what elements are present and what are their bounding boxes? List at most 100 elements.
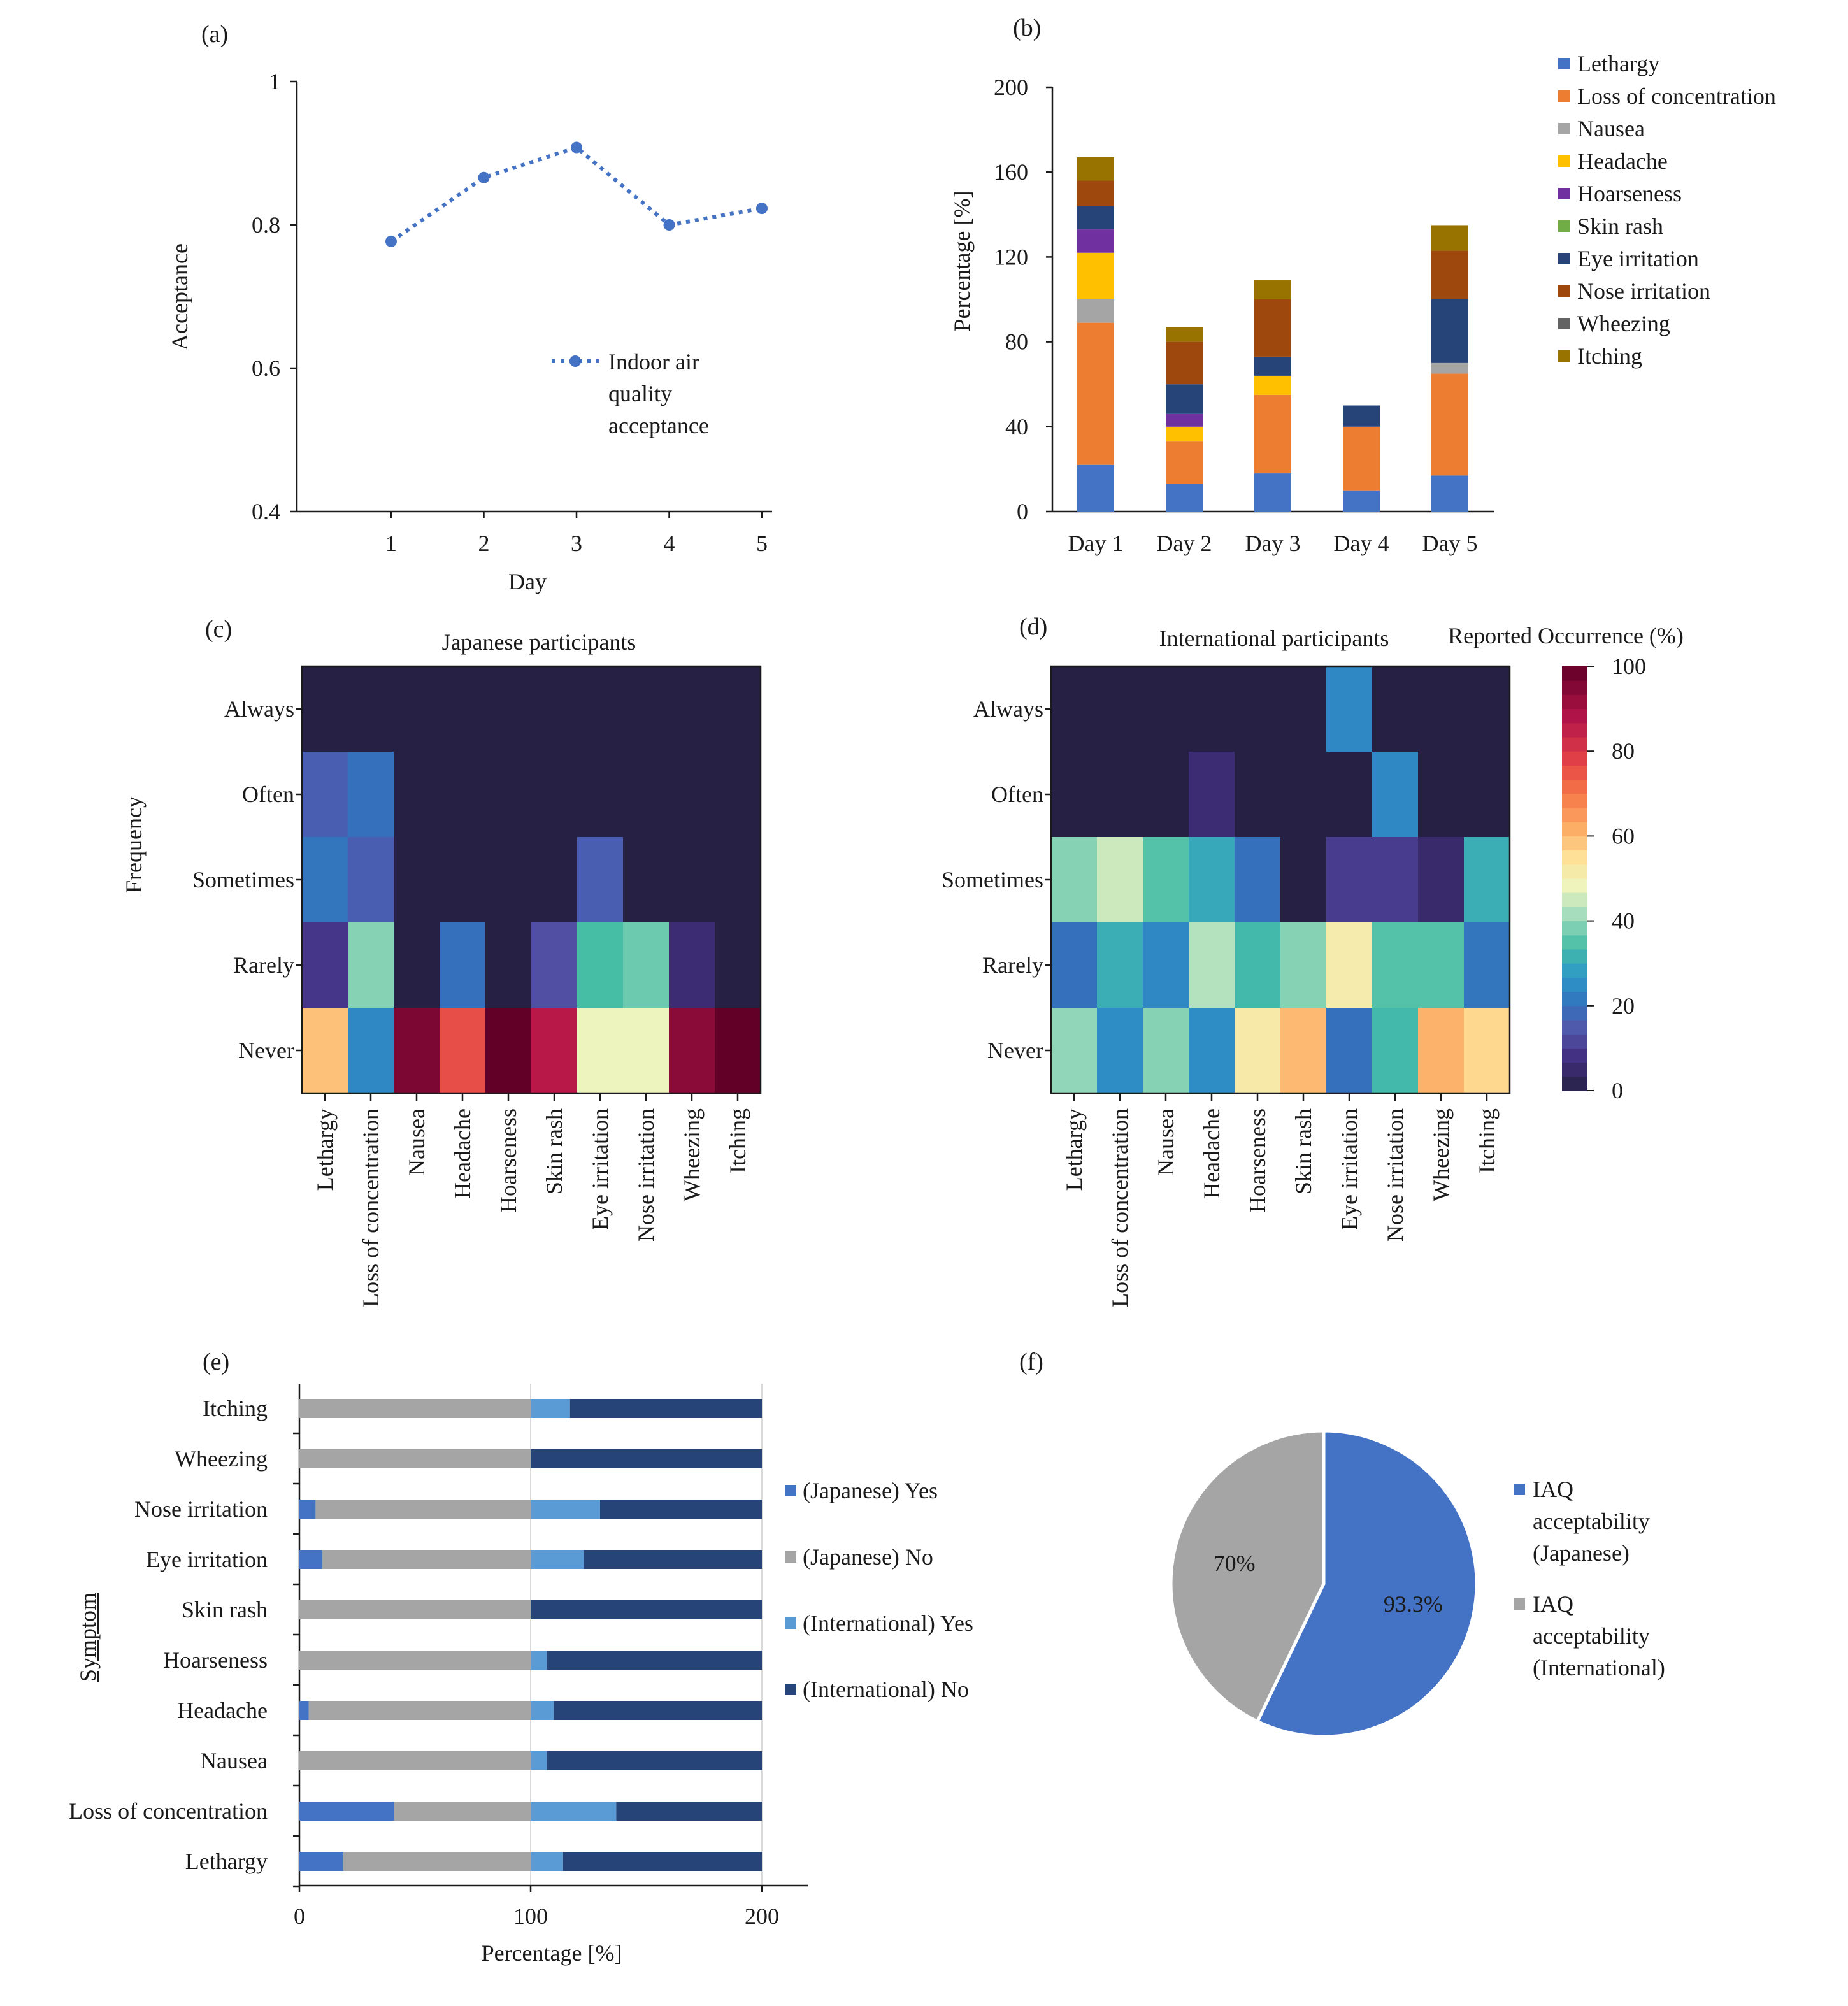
b-bar-day-3-lethargy	[1254, 473, 1291, 512]
d-cell-never-hoarseness	[1235, 1008, 1281, 1094]
c-cell-often-lethargy	[302, 752, 348, 838]
f-legend-line: acceptability	[1533, 1623, 1650, 1649]
b-legend-swatch-nausea	[1558, 123, 1570, 134]
panel-d-heatmap: (d) International participants Always Oft…	[942, 613, 1684, 1307]
colorbar-segment	[1562, 751, 1587, 766]
f-legend-line: IAQ	[1533, 1477, 1573, 1502]
e-category-label: Itching	[203, 1396, 268, 1421]
d-cell-always-hoarseness	[1235, 666, 1281, 752]
e-legend-label-japanese-no: (Japanese) No	[803, 1544, 933, 1570]
c-cell-always-skin-rash	[531, 666, 578, 752]
d-cell-never-wheezing	[1418, 1008, 1465, 1094]
c-cell-often-headache	[440, 752, 486, 838]
b-legend-label-eye-irritation: Eye irritation	[1577, 246, 1699, 271]
e-category-label: Eye irritation	[146, 1547, 268, 1572]
c-cell-sometimes-loss-of-concentration	[348, 837, 394, 923]
e-legend-swatch-japanese-no	[785, 1551, 796, 1563]
b-bar-day-2-lethargy	[1166, 484, 1203, 512]
e-bar-eye-irritation-international-yes	[531, 1550, 584, 1569]
d-cell-often-nose-irritation	[1372, 752, 1419, 838]
e-bar-eye-irritation-japanese-no	[322, 1550, 531, 1569]
c-title: Japanese participants	[442, 629, 636, 655]
d-col-label: Skin rash	[1291, 1108, 1316, 1194]
e-bar-headache-international-yes	[531, 1701, 554, 1720]
colorbar-segment	[1562, 722, 1587, 738]
e-category-label: Nausea	[200, 1748, 268, 1773]
c-cell-sometimes-eye-irritation	[577, 837, 624, 923]
c-row-label: Sometimes	[192, 867, 294, 892]
c-cell-rarely-nose-irritation	[623, 922, 670, 1008]
f-slice-iaq-acceptability-international	[1169, 1429, 1326, 1724]
d-cell-rarely-loss-of-concentration	[1097, 922, 1143, 1008]
d-cell-always-eye-irritation	[1326, 666, 1373, 752]
b-y-tick-label: 120	[994, 244, 1028, 269]
d-col-label: Lethargy	[1061, 1108, 1087, 1191]
d-cell-never-itching	[1464, 1008, 1510, 1094]
colorbar-segment	[1562, 991, 1587, 1007]
b-legend-label-hoarseness: Hoarseness	[1577, 181, 1682, 206]
c-cell-rarely-loss-of-concentration	[348, 922, 394, 1008]
c-cell-often-nausea	[394, 752, 440, 838]
d-cell-sometimes-lethargy	[1051, 837, 1098, 923]
colorbar-segment	[1562, 1005, 1587, 1021]
c-cell-never-headache	[440, 1008, 486, 1094]
colorbar-segment	[1562, 1076, 1587, 1091]
c-col-label: Lethargy	[312, 1108, 338, 1191]
c-cell-sometimes-skin-rash	[531, 837, 578, 923]
a-point-day-2	[478, 171, 490, 183]
c-col-label: Eye irritation	[587, 1108, 613, 1230]
b-y-tick-label: 40	[1005, 414, 1028, 440]
e-bar-itching-international-no	[569, 1399, 762, 1418]
d-cell-never-lethargy	[1051, 1008, 1098, 1094]
d-cell-never-eye-irritation	[1326, 1008, 1373, 1094]
b-legend-label-loss-of-concentration: Loss of concentration	[1577, 83, 1776, 109]
colorbar-segment	[1562, 963, 1587, 978]
c-cell-always-itching	[715, 666, 761, 752]
colorbar-label: Reported Occurrence (%)	[1448, 623, 1684, 648]
b-bar-day-5-nose-irritation	[1431, 250, 1468, 299]
c-cell-always-loss-of-concentration	[348, 666, 394, 752]
b-legend-label-itching: Itching	[1577, 343, 1642, 369]
colorbar-tick-label: 0	[1612, 1078, 1623, 1103]
colorbar-tick-label: 100	[1612, 654, 1646, 679]
d-cell-always-nose-irritation	[1372, 666, 1419, 752]
a-legend: Indoor air quality acceptance	[552, 349, 709, 438]
panel-e-label: (e)	[203, 1349, 229, 1375]
panel-b-stacked-bar-chart: (b) 0 40 80 120 160 200 Day 1 Day 2 Day 3 Day 4 D…	[949, 15, 1776, 556]
b-bar-day-2-eye-irritation	[1166, 384, 1203, 414]
c-cell-often-wheezing	[669, 752, 715, 838]
e-bar-hoarseness-japanese-no	[299, 1651, 531, 1670]
a-legend-marker	[569, 355, 581, 367]
d-cell-always-wheezing	[1418, 666, 1465, 752]
f-legend-swatch-iaq-acceptability-international	[1514, 1598, 1525, 1610]
d-cell-sometimes-wheezing	[1418, 837, 1465, 923]
b-legend-label-nausea: Nausea	[1577, 116, 1645, 141]
colorbar-segment	[1562, 808, 1587, 822]
d-cell-often-itching	[1464, 752, 1510, 838]
colorbar-segment	[1562, 708, 1587, 724]
c-cell-often-hoarseness	[485, 752, 532, 838]
panel-a-label: (a)	[201, 21, 228, 48]
e-bar-lethargy-japanese-yes	[299, 1852, 343, 1871]
e-bar-loss-of-concentration-international-yes	[531, 1802, 617, 1821]
c-y-axis-label: Frequency	[121, 796, 147, 893]
d-row-label: Often	[991, 782, 1043, 807]
e-bar-loss-of-concentration-japanese-no	[394, 1802, 531, 1821]
d-cell-sometimes-eye-irritation	[1326, 837, 1373, 923]
c-cell-never-loss-of-concentration	[348, 1008, 394, 1094]
e-bar-headache-international-no	[554, 1701, 762, 1720]
b-legend: Lethargy Loss of concentration Nausea Heada…	[1558, 51, 1776, 369]
b-bar-day-1-nose-irritation	[1077, 180, 1114, 206]
d-cell-always-headache	[1189, 666, 1235, 752]
e-category-label: Hoarseness	[163, 1647, 268, 1673]
b-bar-day-5-lethargy	[1431, 475, 1468, 512]
colorbar-segment	[1562, 906, 1587, 922]
d-cell-often-wheezing	[1418, 752, 1465, 838]
d-cell-always-lethargy	[1051, 666, 1098, 752]
c-cell-often-skin-rash	[531, 752, 578, 838]
b-bar-day-4-eye-irritation	[1343, 405, 1380, 427]
f-legend-line: (International)	[1533, 1655, 1665, 1680]
e-bar-itching-japanese-no	[299, 1399, 531, 1418]
d-title: International participants	[1159, 626, 1389, 651]
a-y-tick-label: 1	[269, 69, 280, 94]
